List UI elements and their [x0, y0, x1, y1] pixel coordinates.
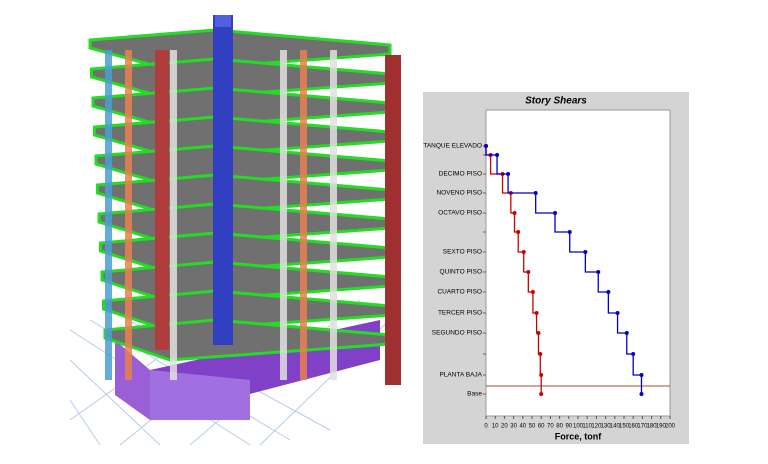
shear-point — [512, 211, 517, 215]
shear-point — [631, 352, 636, 356]
x-tick-label: 90 — [565, 424, 572, 430]
x-tick-label: 0 — [484, 424, 488, 430]
building-render — [69, 15, 401, 446]
x-tick-label: 120 — [591, 424, 602, 430]
shear-step — [485, 146, 542, 394]
shear-point — [567, 230, 572, 234]
x-tick-label: 110 — [582, 424, 592, 430]
shear-point — [530, 290, 535, 294]
shear-point — [639, 392, 644, 396]
y-tick-label: NOVENO PISO — [436, 190, 482, 197]
shear-point — [516, 230, 521, 234]
x-tick-label: 160 — [628, 424, 639, 430]
y-tick-label: QUINTO PISO — [440, 269, 483, 276]
shear-point — [526, 270, 531, 274]
column — [170, 50, 177, 380]
shear-step — [485, 146, 643, 394]
shear-point — [539, 373, 544, 377]
x-tick-label: 200 — [665, 424, 676, 430]
y-tick-label: PLANTA BAJA — [439, 372, 482, 379]
shear-point — [596, 270, 601, 274]
x-tick-label: 30 — [510, 424, 517, 430]
shear-point — [521, 250, 526, 254]
y-tick-label: OCTAVO PISO — [438, 210, 482, 217]
column — [125, 50, 132, 380]
y-tick-label: SEGUNDO PISO — [432, 330, 482, 337]
y-tick-label: TERCER PISO — [438, 310, 482, 317]
shear-point — [624, 331, 629, 335]
x-tick-label: 50 — [529, 424, 536, 430]
shear-point — [536, 331, 541, 335]
shear-point — [615, 311, 620, 315]
column — [280, 50, 287, 380]
x-tick-label: 100 — [573, 424, 584, 430]
x-tick-label: 150 — [619, 424, 630, 430]
shear-point — [583, 250, 588, 254]
shear-point — [639, 373, 644, 377]
y-tick-label: DECIMO PISO — [439, 171, 482, 178]
y-tick-label: TANQUE ELEVADO — [423, 143, 482, 150]
x-tick-label: 130 — [601, 424, 612, 430]
shear-point — [539, 392, 544, 396]
shear-point — [506, 172, 511, 176]
x-tick-label: 40 — [519, 424, 526, 430]
x-axis-label: Force, tonf — [555, 431, 603, 441]
column — [330, 50, 337, 380]
x-tick-label: 70 — [547, 424, 554, 430]
x-tick-label: 170 — [637, 424, 648, 430]
shear-point — [538, 352, 543, 356]
shear-point — [533, 191, 538, 195]
plot-area — [485, 109, 671, 417]
shear-point — [606, 290, 611, 294]
column — [300, 50, 307, 380]
story-shears-chart: Story Shears Force, tonf 0 10 20 30 40 50 60 70… — [423, 92, 689, 444]
column — [105, 50, 112, 380]
x-tick-label: 190 — [656, 424, 667, 430]
shear-point — [484, 144, 488, 148]
y-tick-label: Base — [467, 391, 482, 398]
y-tick-label: CUARTO PISO — [437, 289, 482, 296]
x-tick-label: 140 — [610, 424, 621, 430]
x-tick-label: 60 — [538, 424, 545, 430]
y-tick-label: SEXTO PISO — [443, 249, 482, 256]
shear-point — [534, 311, 539, 315]
x-tick-label: 80 — [556, 424, 563, 430]
x-tick-label: 180 — [647, 424, 658, 430]
chart-title: Story Shears — [525, 96, 587, 107]
x-tick-label: 20 — [501, 424, 508, 430]
x-tick-label: 10 — [492, 424, 499, 430]
shear-point — [553, 211, 557, 215]
shear-point — [495, 153, 500, 157]
